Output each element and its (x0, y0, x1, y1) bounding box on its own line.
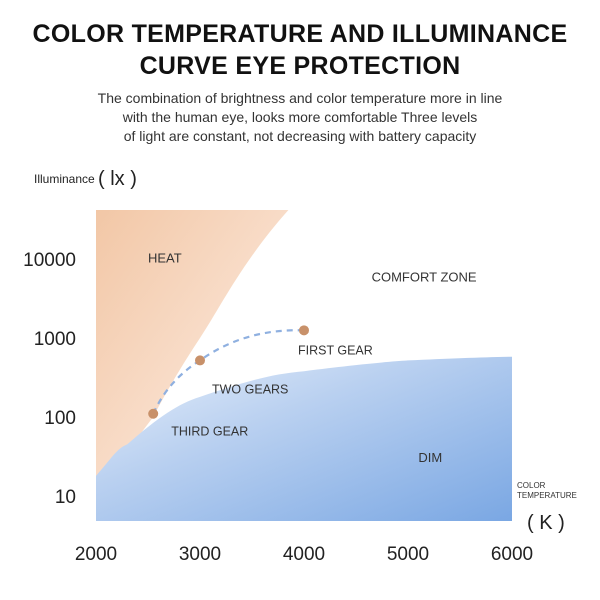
dim-region (96, 356, 512, 521)
y-tick-label: 10 (55, 487, 76, 508)
y-axis-unit: ( lx ) (98, 168, 137, 190)
chart-title-line1: COLOR TEMPERATURE AND ILLUMINANCE (32, 20, 568, 48)
x-axis-unit: ( K ) (527, 512, 565, 534)
comfort-zone-label: COMFORT ZONE (372, 269, 477, 284)
subtitle-line-3: of light are constant, not decreasing wi… (123, 128, 477, 144)
x-tick-label: 3000 (179, 544, 221, 565)
chart-subtitle: The combination of brightness and color … (70, 89, 530, 146)
x-tick-label: 4000 (283, 544, 325, 565)
x-tick-label: 6000 (491, 544, 533, 565)
gear-label: THIRD GEAR (171, 425, 248, 439)
gear-label: TWO GEARS (212, 382, 288, 396)
gear-label: FIRST GEAR (298, 343, 373, 357)
subtitle-line-1: The combination of brightness and color … (97, 90, 503, 106)
y-tick-label: 100 (44, 408, 76, 429)
y-tick-label: 1000 (34, 329, 76, 350)
gear-curve (152, 329, 305, 415)
x-tick-label: 2000 (75, 544, 117, 565)
subtitle-line-2: with the human eye, looks more comfortab… (122, 109, 478, 125)
y-tick-label: 10000 (23, 250, 76, 271)
y-axis-label: Illuminance (34, 172, 95, 186)
x-axis-label: COLOR TEMPERATURE (517, 481, 577, 501)
heat-region-label: HEAT (148, 251, 182, 266)
gear-point (148, 408, 159, 419)
gear-point (195, 355, 205, 366)
heat-region (96, 210, 289, 490)
x-tick-label: 5000 (387, 544, 429, 565)
x-axis-label-line1: COLOR (517, 481, 546, 490)
x-axis-label-line2: TEMPERATURE (517, 491, 577, 500)
chart-title-line2: CURVE EYE PROTECTION (139, 52, 461, 80)
dim-region-label: DIM (418, 450, 442, 465)
gear-point (299, 325, 309, 336)
